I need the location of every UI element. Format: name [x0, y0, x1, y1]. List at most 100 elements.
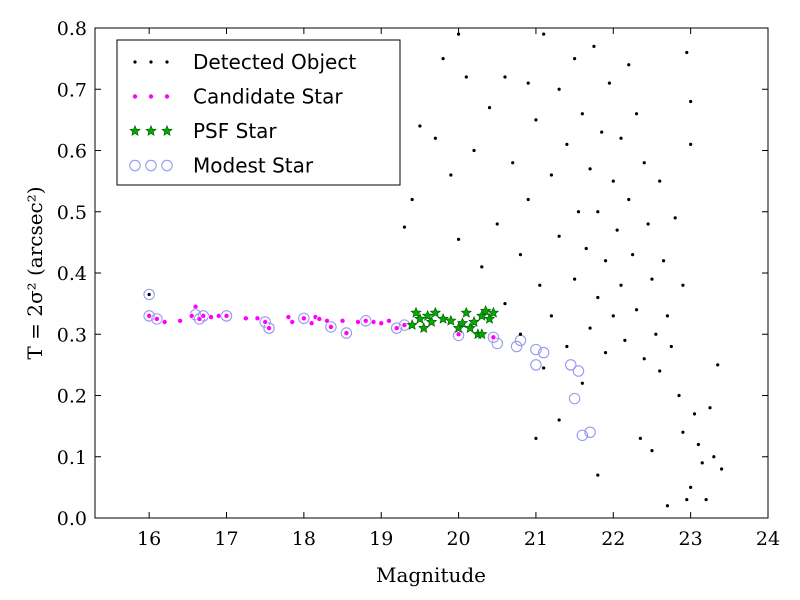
point-psf-star — [483, 312, 496, 324]
point-detected-object — [627, 197, 631, 202]
axes: 16 17 18 19 20 21 22 23 24 0.0 0.1 0.2 0.3 0.4 0.5 0.6 0… — [57, 18, 780, 550]
point-detected-object — [689, 142, 693, 146]
point-detected-object — [542, 32, 546, 36]
point-candidate-star — [177, 317, 184, 324]
point-candidate-star — [262, 318, 269, 325]
point-detected-object — [685, 50, 689, 55]
point-detected-object — [518, 253, 523, 257]
y-tick-label: 0.1 — [57, 447, 87, 469]
point-detected-object — [518, 332, 523, 336]
point-modest-star — [143, 310, 155, 322]
point-detected-object — [700, 461, 704, 465]
x-tick-label: 23 — [679, 528, 703, 550]
point-modest-star — [390, 322, 403, 334]
point-detected-object — [573, 57, 577, 61]
point-modest-star — [340, 327, 353, 339]
point-detected-object — [534, 436, 538, 440]
point-detected-object — [600, 130, 604, 134]
point-psf-star — [487, 306, 500, 318]
point-candidate-star — [300, 315, 307, 322]
point-detected-object — [642, 357, 646, 361]
point-detected-object — [580, 381, 584, 385]
point-modest-star — [576, 429, 589, 442]
point-candidate-star — [343, 330, 350, 337]
x-tick-label: 22 — [601, 528, 625, 550]
point-modest-star — [537, 346, 550, 359]
point-detected-object — [708, 406, 712, 410]
point-psf-star — [437, 312, 449, 324]
point-psf-star — [445, 314, 457, 326]
point-modest-star — [491, 337, 504, 350]
point-detected-object — [673, 216, 677, 220]
point-detected-object — [596, 210, 600, 214]
point-detected-object — [526, 197, 530, 202]
point-detected-object — [669, 344, 673, 349]
point-detected-object — [538, 283, 542, 287]
x-tick-label: 20 — [446, 528, 470, 550]
point-detected-object — [596, 295, 600, 300]
legend-marker-psf-star — [145, 125, 157, 136]
point-psf-star — [410, 306, 422, 318]
point-detected-object — [573, 277, 577, 281]
point-detected-object — [526, 81, 530, 85]
point-detected-object — [456, 32, 461, 36]
point-modest-star — [514, 334, 527, 347]
point-psf-star — [452, 322, 465, 333]
legend-label: PSF Star — [193, 119, 277, 143]
point-detected-object — [650, 277, 654, 281]
legend-marker-detected-object — [165, 60, 169, 64]
point-candidate-star — [215, 312, 222, 319]
point-detected-object — [565, 142, 569, 146]
y-tick-label: 0.2 — [57, 386, 87, 408]
point-detected-object — [557, 234, 561, 238]
point-detected-object — [487, 106, 492, 110]
point-psf-star — [414, 312, 426, 324]
point-candidate-star — [370, 318, 377, 325]
point-psf-star — [460, 306, 473, 318]
point-modest-star — [510, 340, 523, 353]
point-psf-star — [418, 322, 430, 333]
point-candidate-star — [393, 325, 400, 332]
point-detected-object — [542, 366, 546, 370]
point-detected-object — [592, 44, 596, 48]
point-detected-object — [503, 302, 507, 306]
point-candidate-star — [316, 315, 323, 322]
legend: Detected Object Candidate Star PSF Star Mod… — [116, 39, 401, 186]
y-tick-label: 0.3 — [57, 324, 87, 346]
point-detected-object — [603, 259, 608, 263]
point-detected-object — [565, 344, 569, 349]
point-detected-object — [689, 485, 693, 489]
point-psf-star — [479, 304, 492, 316]
x-tick-label: 16 — [137, 528, 161, 550]
legend-marker-modest-star — [161, 159, 173, 172]
point-detected-object — [418, 124, 422, 128]
point-candidate-star — [455, 331, 462, 338]
point-detected-object — [661, 259, 666, 263]
legend-label: Modest Star — [193, 154, 314, 178]
point-modest-star — [298, 312, 310, 325]
point-detected-object — [495, 222, 499, 226]
point-detected-object — [588, 326, 592, 330]
y-tick-label: 0.8 — [57, 18, 87, 40]
point-detected-object — [689, 99, 693, 104]
point-candidate-star — [285, 314, 292, 321]
legend-label: Candidate Star — [193, 85, 343, 109]
point-modest-star — [530, 343, 542, 356]
legend-marker-candidate-star — [163, 93, 170, 100]
point-modest-star — [487, 331, 500, 344]
point-candidate-star — [355, 318, 362, 325]
legend-label: Detected Object — [193, 50, 356, 74]
point-candidate-star — [490, 334, 497, 341]
point-detected-object — [503, 75, 507, 79]
point-modest-star — [263, 322, 275, 334]
point-candidate-star — [153, 315, 160, 322]
point-modest-star — [530, 359, 542, 371]
point-detected-object — [642, 161, 646, 165]
point-candidate-star — [401, 322, 408, 329]
point-modest-star — [568, 392, 581, 405]
point-detected-object — [433, 136, 437, 140]
point-detected-object — [650, 449, 654, 453]
point-psf-star — [476, 309, 488, 321]
point-modest-star — [584, 426, 596, 438]
